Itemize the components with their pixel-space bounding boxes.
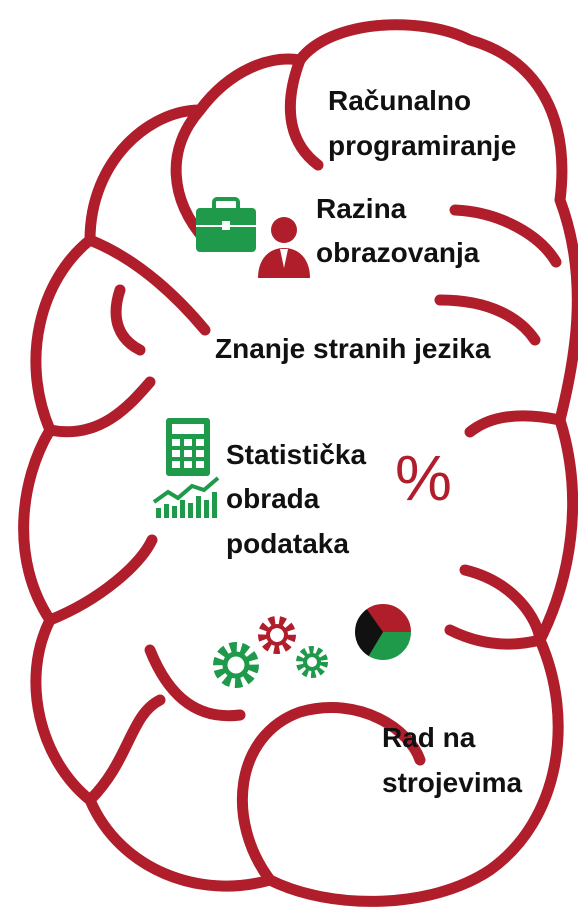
label-line: strojevima [382,767,522,798]
percent-sign: % [395,442,452,514]
growth-chart-icon [154,478,218,518]
label-line: Računalno [328,85,471,116]
label-line: programiranje [328,130,516,161]
label-line: obrada [226,483,320,514]
briefcase-icon [196,199,256,252]
brain-diagram: % Računalno programiranje Razina obrazov… [0,0,578,915]
label-line: Rad na [382,722,476,753]
person-icon [258,217,310,278]
calculator-icon [166,418,210,476]
label-line: Statistička [226,439,366,470]
label-line: Razina [316,193,407,224]
gears-icon [220,622,323,681]
label-line: podataka [226,528,349,559]
label-line: obrazovanja [316,237,480,268]
label-line: Znanje stranih jezika [215,333,491,364]
pie-chart-icon [353,603,412,661]
